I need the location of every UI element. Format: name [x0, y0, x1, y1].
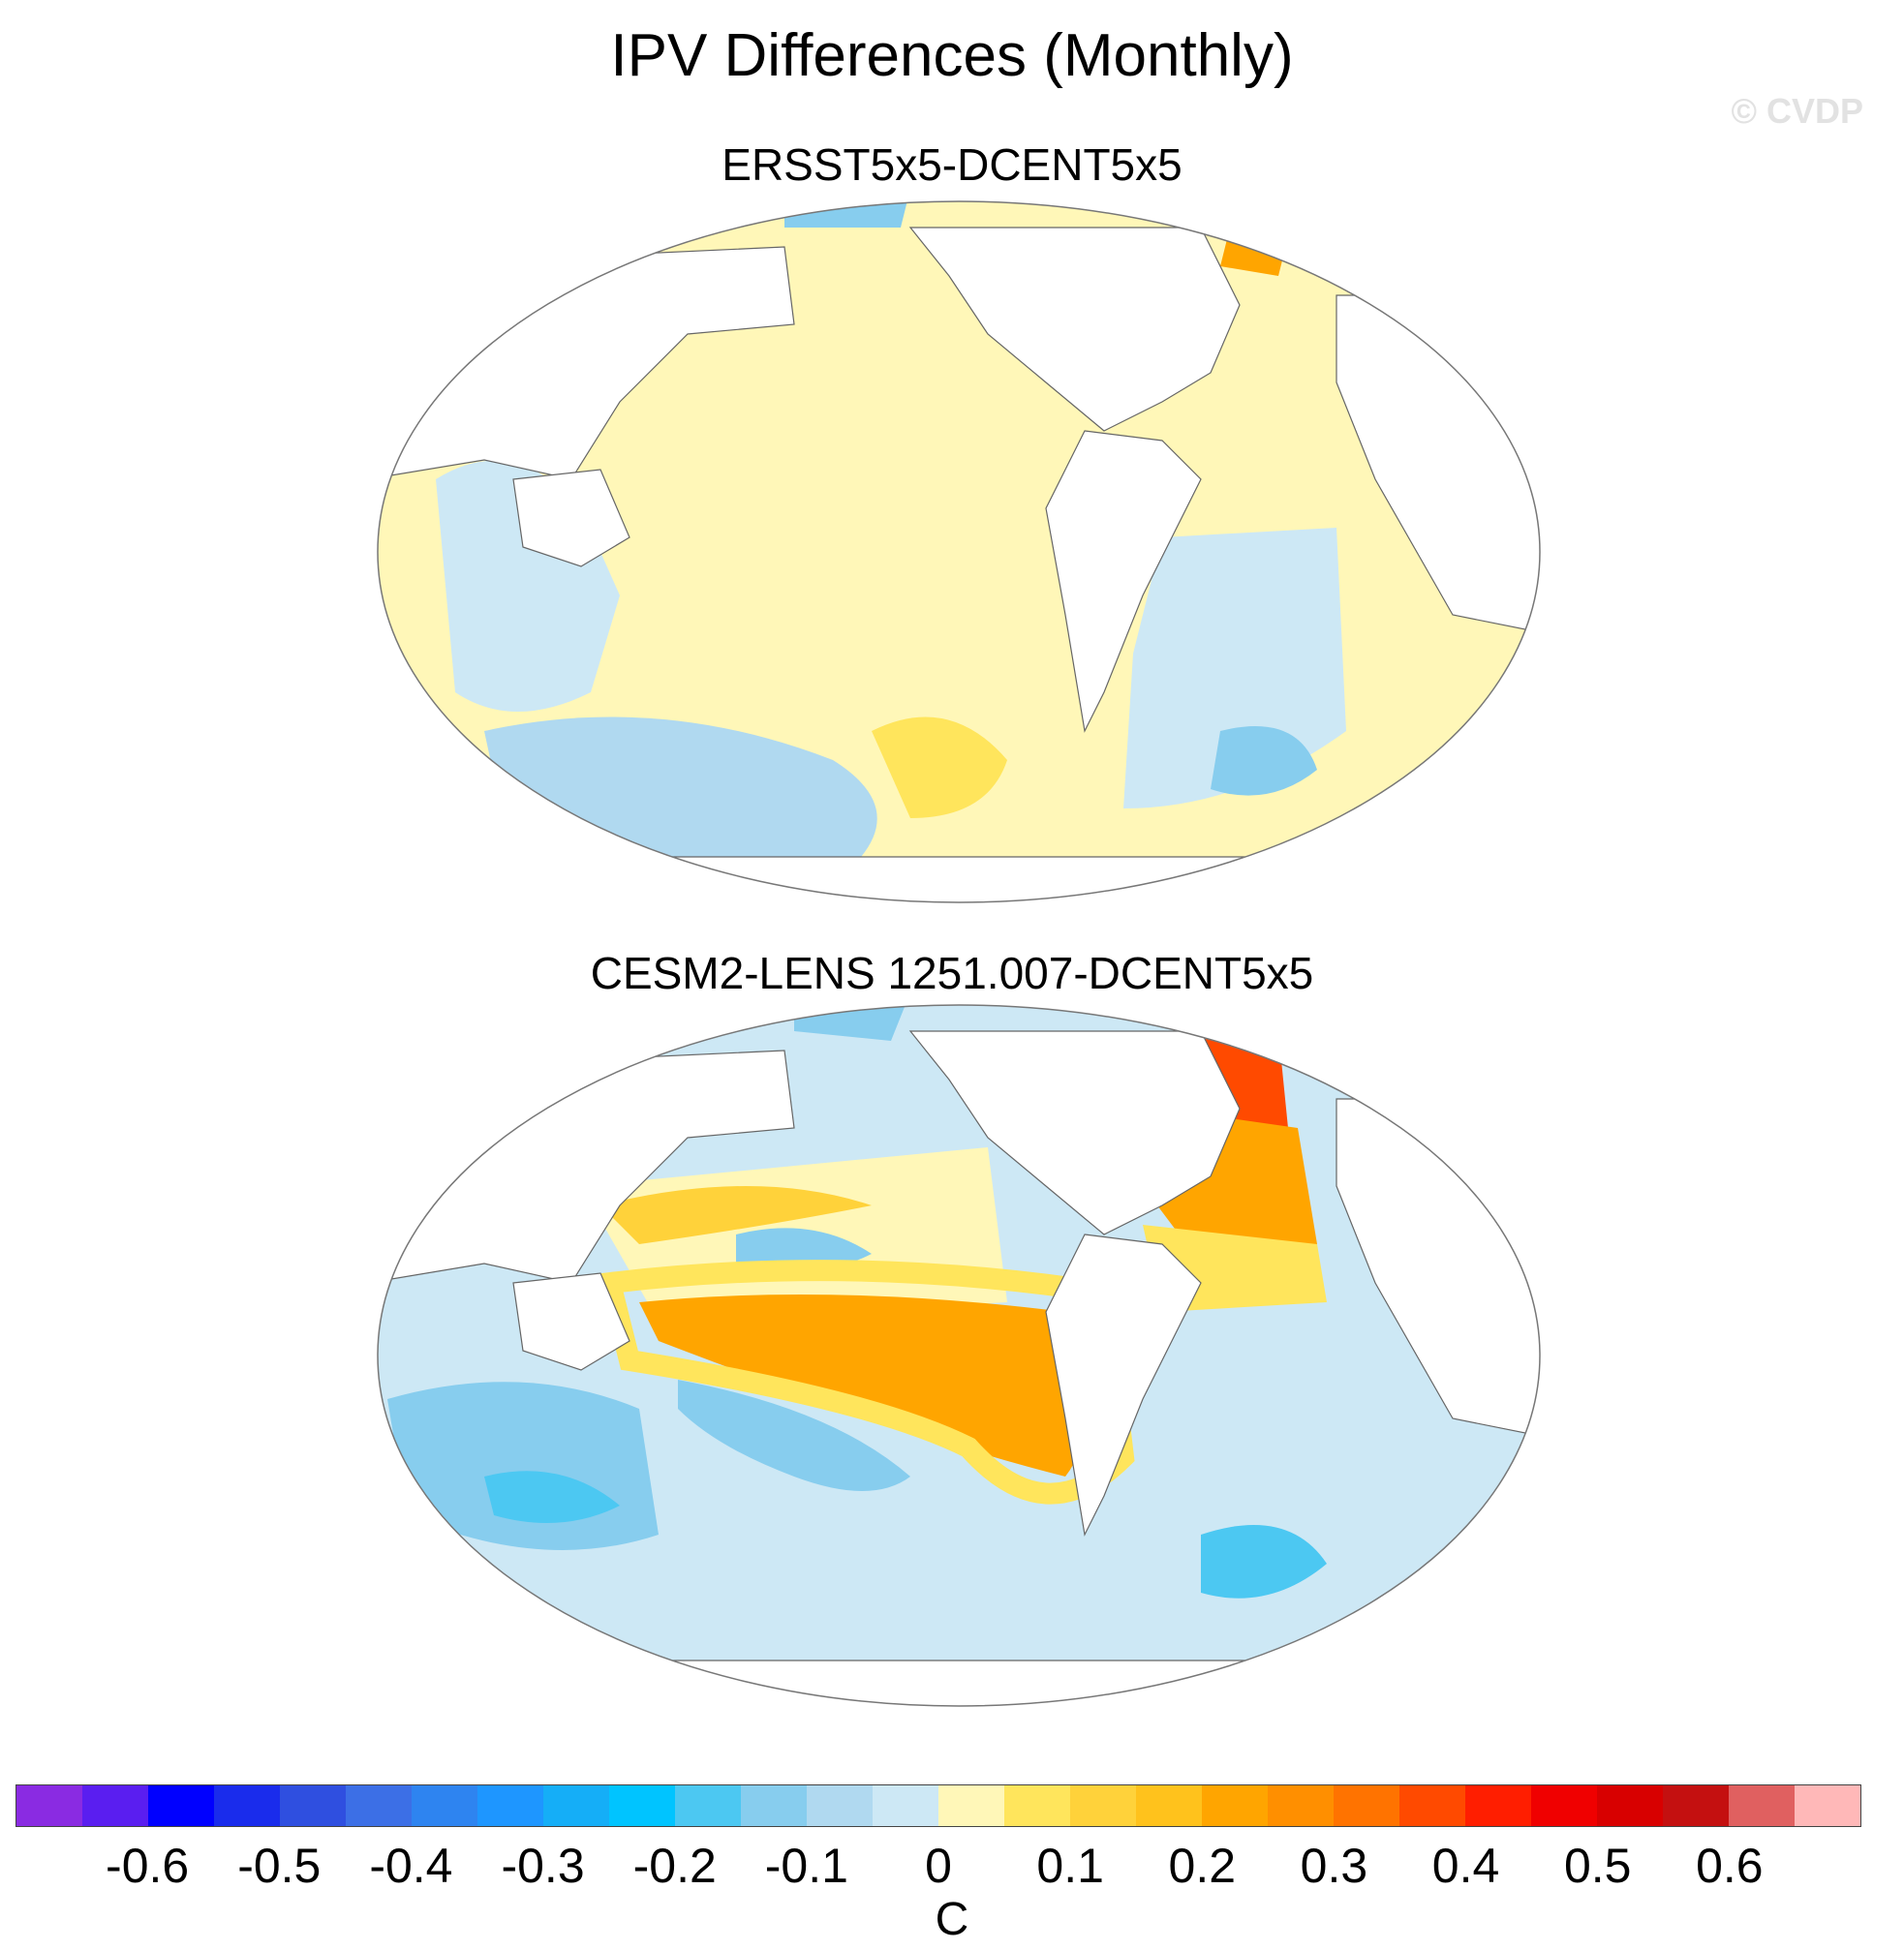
- land-antarctica: [378, 856, 1540, 902]
- colorbar-tick-label: 0.4: [1431, 1839, 1500, 1893]
- colorbar-swatch: [1399, 1785, 1465, 1826]
- colorbar-swatch: [1202, 1785, 1268, 1826]
- colorbar-swatch: [1334, 1785, 1399, 1826]
- colorbar-swatch: [1004, 1785, 1070, 1826]
- colorbar-tick-label: -0.4: [369, 1839, 453, 1893]
- colorbar-swatch: [1268, 1785, 1334, 1826]
- panel-2-title: CESM2-LENS 1251.007-DCENT5x5: [590, 948, 1314, 998]
- figure-title: IPV Differences (Monthly): [610, 22, 1294, 89]
- south-pacific-blue-band: [678, 1380, 910, 1491]
- south-atlantic-deep-blue: [1201, 1525, 1327, 1599]
- colorbar: [15, 1784, 1861, 1827]
- land-south-america: [1045, 430, 1202, 733]
- colorbar-tick-label: 0.3: [1300, 1839, 1368, 1893]
- colorbar-swatch: [1136, 1785, 1202, 1826]
- colorbar-tick-label: 0.1: [1036, 1839, 1104, 1893]
- colorbar-swatch: [1465, 1785, 1531, 1826]
- colorbar-tick-label: -0.2: [632, 1839, 717, 1893]
- colorbar-swatch: [543, 1785, 609, 1826]
- colorbar-swatch: [412, 1785, 477, 1826]
- colorbar-swatch: [1729, 1785, 1795, 1826]
- land-north-america: [908, 227, 1241, 432]
- arctic-orange: [484, 1005, 678, 1031]
- land-south-america: [1045, 1234, 1202, 1537]
- south-indian-blue: [387, 1382, 659, 1550]
- land-australia: [512, 1272, 630, 1371]
- colorbar-swatch: [280, 1785, 346, 1826]
- colorbar-unit: C: [935, 1894, 969, 1945]
- colorbar-tick-label: -0.5: [237, 1839, 322, 1893]
- colorbar-tick-label: -0.1: [764, 1839, 848, 1893]
- colorbar-swatch: [1597, 1785, 1663, 1826]
- colorbar-tick-label: -0.3: [501, 1839, 585, 1893]
- colorbar-tick-label: 0.6: [1696, 1839, 1764, 1893]
- south-indian-deep-blue: [484, 1471, 620, 1523]
- arctic-orange: [620, 201, 736, 218]
- colorbar-swatch: [477, 1785, 543, 1826]
- land-antarctica: [378, 1660, 1540, 1706]
- colorbar-swatch: [609, 1785, 675, 1826]
- map-panel-2: [377, 1004, 1541, 1707]
- land-north-america: [908, 1030, 1241, 1235]
- colorbar-swatch: [346, 1785, 412, 1826]
- panel-1-title: ERSST5x5-DCENT5x5: [722, 139, 1182, 190]
- south-atlantic-deep-blue: [1211, 726, 1317, 796]
- north-pacific-orange-band: [600, 1186, 872, 1244]
- land-australia: [512, 469, 630, 567]
- colorbar-swatch: [741, 1785, 807, 1826]
- colorbar-swatch: [1070, 1785, 1136, 1826]
- colorbar-swatch: [938, 1785, 1004, 1826]
- south-pacific-yellow: [872, 716, 1007, 818]
- colorbar-tick-label: 0: [925, 1839, 952, 1893]
- colorbar-swatch: [873, 1785, 938, 1826]
- arctic-blue: [794, 1005, 910, 1041]
- colorbar-tick-label: 0.2: [1168, 1839, 1237, 1893]
- colorbar-swatch: [675, 1785, 741, 1826]
- colorbar-swatch: [1795, 1785, 1860, 1826]
- map-border: [377, 1004, 1541, 1707]
- map-border: [377, 200, 1541, 903]
- colorbar-swatch: [1531, 1785, 1597, 1826]
- colorbar-swatch: [1663, 1785, 1729, 1826]
- colorbar-swatch: [807, 1785, 873, 1826]
- tropical-pacific-yellow-ring: [597, 1260, 1135, 1505]
- watermark: © CVDP: [1731, 91, 1863, 131]
- colorbar-tick-label: -0.6: [106, 1839, 190, 1893]
- colorbar-tick-label: 0.5: [1563, 1839, 1632, 1893]
- map-panel-1: [377, 200, 1541, 903]
- colorbar-swatch: [16, 1785, 82, 1826]
- colorbar-swatch: [214, 1785, 280, 1826]
- colorbar-swatch: [82, 1785, 148, 1826]
- colorbar-swatch: [148, 1785, 214, 1826]
- tropical-pacific-orange-tongue: [639, 1295, 1085, 1477]
